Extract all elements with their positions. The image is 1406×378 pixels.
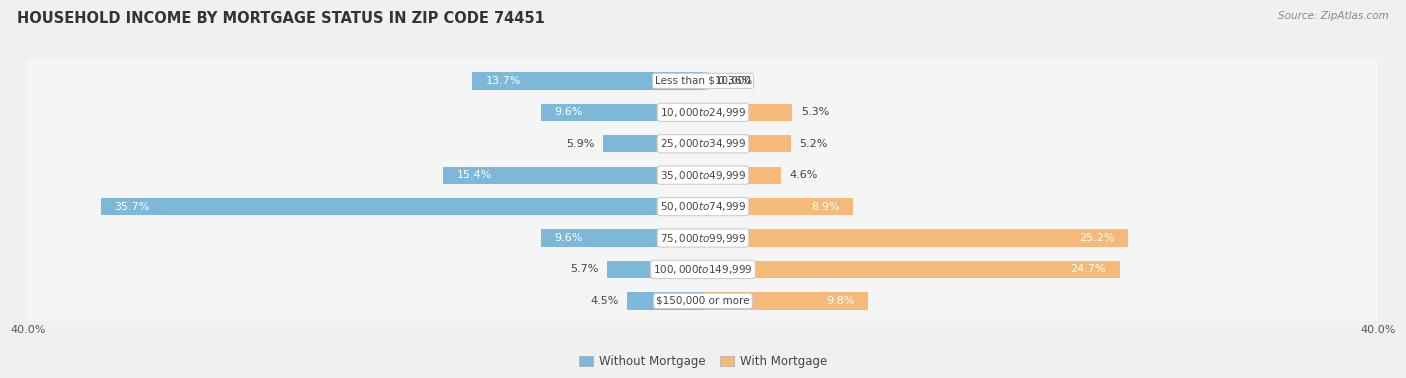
Bar	[703, 135, 790, 152]
Text: $50,000 to $74,999: $50,000 to $74,999	[659, 200, 747, 213]
Text: 5.3%: 5.3%	[801, 107, 830, 117]
Bar	[541, 104, 703, 121]
FancyBboxPatch shape	[18, 58, 1388, 104]
FancyBboxPatch shape	[14, 56, 1392, 105]
Text: 35.7%: 35.7%	[114, 201, 149, 212]
Bar	[703, 104, 793, 121]
FancyBboxPatch shape	[14, 151, 1392, 200]
Bar	[703, 167, 780, 184]
FancyBboxPatch shape	[14, 276, 1392, 325]
Bar	[443, 167, 703, 184]
Bar	[627, 292, 703, 310]
Text: Less than $10,000: Less than $10,000	[655, 76, 751, 86]
Bar	[703, 198, 853, 215]
Text: $100,000 to $149,999: $100,000 to $149,999	[654, 263, 752, 276]
Text: $35,000 to $49,999: $35,000 to $49,999	[659, 169, 747, 182]
Text: $75,000 to $99,999: $75,000 to $99,999	[659, 232, 747, 245]
Text: 15.4%: 15.4%	[457, 170, 492, 180]
Text: $10,000 to $24,999: $10,000 to $24,999	[659, 106, 747, 119]
Text: 4.5%: 4.5%	[591, 296, 619, 306]
Bar	[541, 229, 703, 247]
FancyBboxPatch shape	[14, 245, 1392, 294]
FancyBboxPatch shape	[18, 183, 1388, 230]
Text: 9.8%: 9.8%	[827, 296, 855, 306]
Text: 25.2%: 25.2%	[1080, 233, 1115, 243]
Bar	[101, 198, 703, 215]
FancyBboxPatch shape	[18, 246, 1388, 293]
Text: 0.36%: 0.36%	[717, 76, 752, 86]
Text: 13.7%: 13.7%	[485, 76, 520, 86]
FancyBboxPatch shape	[14, 182, 1392, 231]
Text: $150,000 or more: $150,000 or more	[657, 296, 749, 306]
Text: 5.7%: 5.7%	[569, 265, 599, 274]
Bar	[703, 292, 869, 310]
FancyBboxPatch shape	[14, 214, 1392, 263]
FancyBboxPatch shape	[14, 88, 1392, 137]
Bar	[603, 135, 703, 152]
Bar	[607, 261, 703, 278]
FancyBboxPatch shape	[18, 277, 1388, 324]
Bar	[703, 229, 1128, 247]
Text: 9.6%: 9.6%	[554, 233, 583, 243]
Text: 5.2%: 5.2%	[799, 139, 828, 149]
Text: 4.6%: 4.6%	[789, 170, 817, 180]
FancyBboxPatch shape	[18, 215, 1388, 261]
Text: 24.7%: 24.7%	[1070, 265, 1107, 274]
FancyBboxPatch shape	[14, 119, 1392, 168]
FancyBboxPatch shape	[18, 152, 1388, 198]
Bar	[703, 261, 1119, 278]
Text: 9.6%: 9.6%	[554, 107, 583, 117]
Text: HOUSEHOLD INCOME BY MORTGAGE STATUS IN ZIP CODE 74451: HOUSEHOLD INCOME BY MORTGAGE STATUS IN Z…	[17, 11, 544, 26]
FancyBboxPatch shape	[18, 89, 1388, 136]
Text: $25,000 to $34,999: $25,000 to $34,999	[659, 137, 747, 150]
Bar	[472, 72, 703, 90]
Legend: Without Mortgage, With Mortgage: Without Mortgage, With Mortgage	[574, 350, 832, 373]
Text: Source: ZipAtlas.com: Source: ZipAtlas.com	[1278, 11, 1389, 21]
Bar	[703, 72, 709, 90]
Text: 5.9%: 5.9%	[567, 139, 595, 149]
Text: 8.9%: 8.9%	[811, 201, 839, 212]
FancyBboxPatch shape	[18, 121, 1388, 167]
